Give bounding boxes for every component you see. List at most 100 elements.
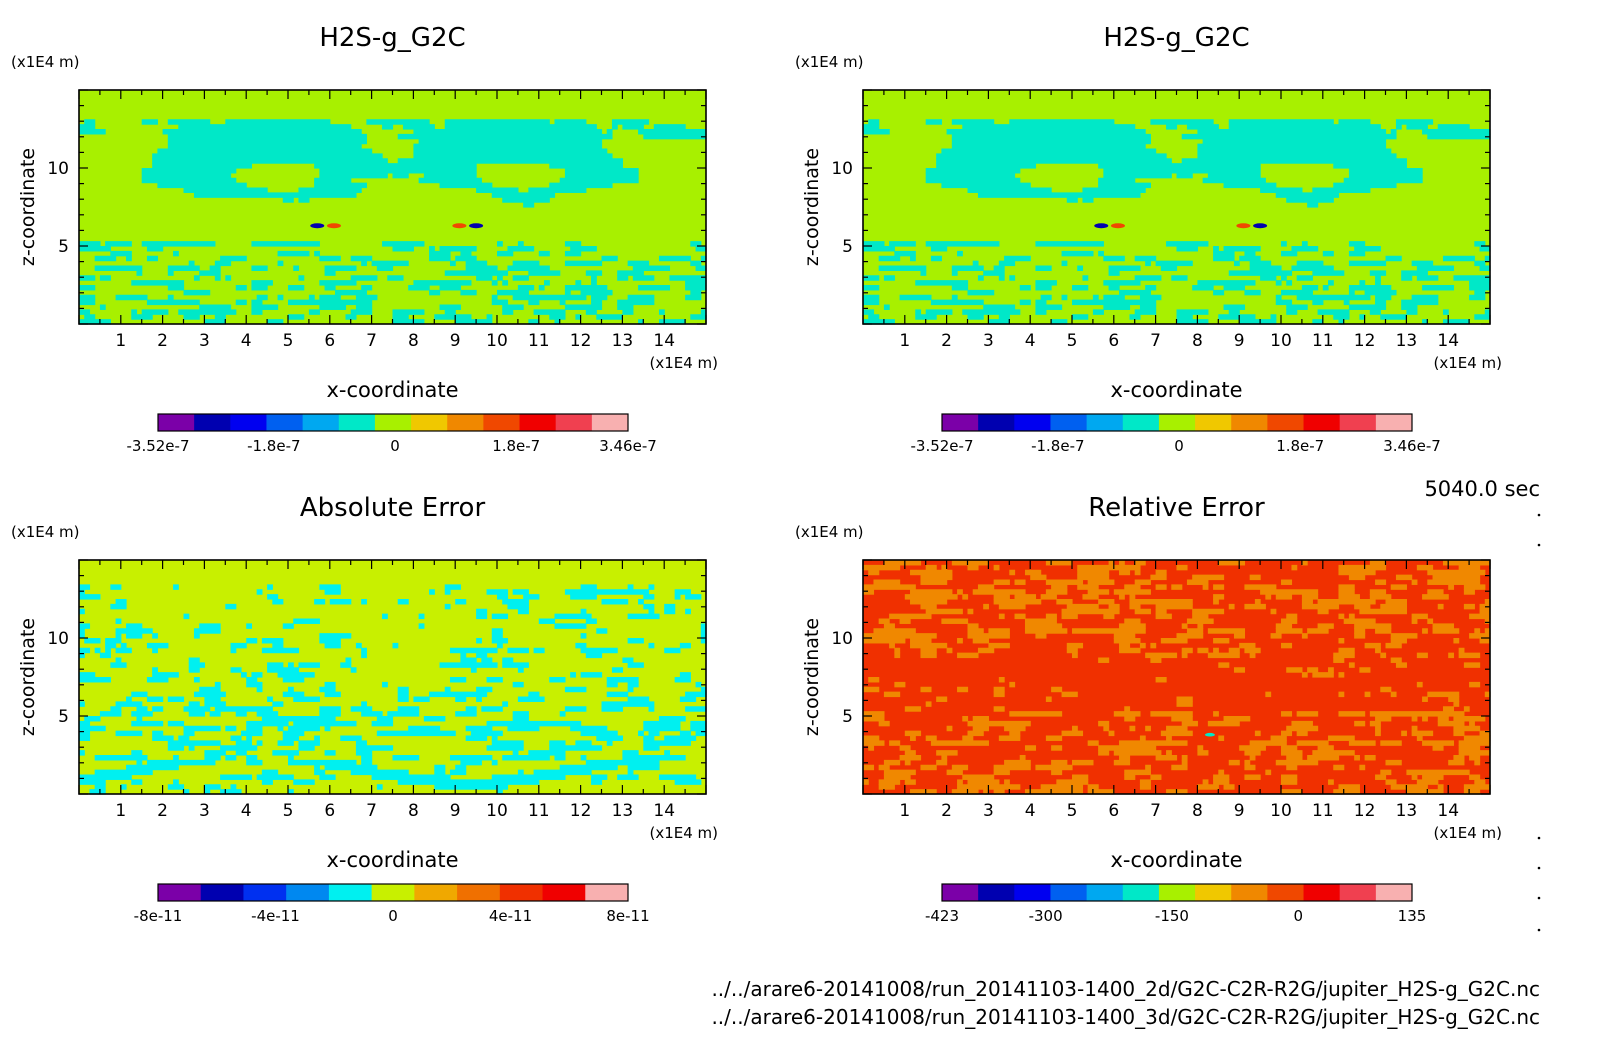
field-cell [126,255,132,262]
field-cell [617,270,644,276]
field-cell [277,260,284,267]
field-cell [617,275,629,281]
field-cell [894,681,906,688]
field-cell [1119,289,1151,296]
field-cell [1354,755,1360,761]
field-cell [549,163,623,169]
field-cell [1024,628,1068,634]
field-cell [361,711,383,717]
colorbar: -8e-11 -4e-11 0 4e-11 8e-11 [134,883,650,925]
field-cell [868,314,880,320]
field-cell [564,686,587,693]
field-cell [115,647,132,654]
field-cell [1375,774,1387,780]
field-cell [261,638,284,644]
field-cell [1051,584,1068,590]
x-tick-label: 11 [1312,801,1334,821]
field-cell [288,686,294,693]
field-cell [538,250,550,257]
field-cell [220,774,253,780]
field-cell [1176,696,1193,702]
colorbar-swatch [371,884,415,901]
field-cell [690,720,707,727]
field-cell [648,642,655,649]
field-cell [658,774,697,780]
field-cell [591,275,597,281]
field-cell [214,275,221,281]
field-cell [1035,633,1047,639]
field-cell [528,299,540,306]
field-cell [517,608,529,615]
field-cell [246,720,289,727]
field-cell [1416,681,1423,688]
field-cell [962,124,1136,130]
field-cell [361,260,367,267]
field-cell [930,299,984,306]
field-cell [146,642,169,649]
field-cell [1375,299,1387,306]
field-cell [1281,241,1287,247]
field-cell [1009,681,1016,688]
field-cell [497,289,529,296]
field-cell [1024,569,1042,576]
field-cell [1442,319,1470,325]
field-cell [1375,716,1392,722]
field-cell [889,740,901,746]
field-cell [517,667,524,673]
field-cell [1155,608,1167,615]
field-cell [1442,309,1449,315]
field-cell [967,633,1010,639]
field-cell [1281,618,1298,624]
field-cell [1463,706,1470,712]
field-cell [1416,735,1423,741]
field-cell [1291,246,1319,252]
colorbar-swatch [1158,414,1196,431]
field-cell [967,628,984,634]
heatmap-field [79,560,707,795]
panel-title: H2S-g_G2C [1103,23,1249,53]
x-axis-label: x-coordinate [1110,378,1242,402]
field-cell [1134,255,1157,262]
field-cell [1390,633,1418,639]
field-cell [894,647,901,654]
field-cell [282,735,300,741]
field-cell [1019,755,1026,761]
colorbar-swatch [942,414,979,431]
field-cell [998,314,1010,320]
field-cell [936,759,948,766]
field-cell [1411,260,1434,267]
field-cell [1286,613,1298,620]
field-cell [1213,779,1230,785]
field-cell [288,285,305,291]
field-cell [183,289,211,296]
field-cell [1082,187,1146,193]
field-cell [1024,789,1084,795]
x-axis-label: x-coordinate [326,848,458,872]
field-cell [1348,740,1376,746]
field-cell [1401,270,1428,276]
field-cell [570,672,576,678]
field-cell [1045,579,1084,585]
field-cell [1348,172,1423,179]
field-cell [1108,270,1120,276]
file-path-2: ../../arare6-20141008/run_20141103-1400_… [711,1005,1540,1029]
field-cell [1333,657,1345,663]
field-cell [188,657,200,663]
field-cell [79,299,96,306]
field-cell [397,599,409,605]
field-cell [1448,696,1460,702]
field-cell [1045,613,1057,620]
field-cell [126,696,132,702]
field-cell [481,706,503,712]
x-tick-label: 7 [366,331,377,351]
field-cell [79,241,101,247]
field-cell [638,599,644,605]
field-cell [131,280,185,286]
field-cell [1338,594,1360,600]
field-cell [564,589,650,595]
colorbar-swatch [1195,884,1232,901]
field-cell [1317,608,1329,615]
field-cell [554,613,592,620]
field-cell [1056,599,1073,605]
field-cell [512,260,540,267]
